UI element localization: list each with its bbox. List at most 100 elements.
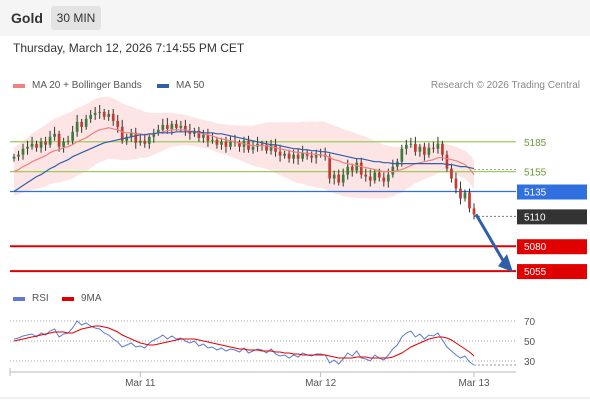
candle bbox=[450, 163, 453, 183]
candle-body bbox=[107, 113, 111, 117]
candle bbox=[373, 169, 377, 184]
candle-body bbox=[423, 146, 426, 155]
candle-body bbox=[57, 133, 61, 147]
level-tag-5135 bbox=[517, 184, 587, 200]
candle-body bbox=[66, 140, 70, 142]
candle-body bbox=[53, 133, 56, 137]
candle-body bbox=[17, 154, 20, 157]
candle-body bbox=[238, 142, 241, 147]
candle-body bbox=[269, 144, 273, 151]
forecast-arrow-head bbox=[498, 254, 513, 273]
candle bbox=[368, 169, 372, 187]
candle bbox=[405, 139, 408, 155]
legend-9ma: 9MA bbox=[62, 293, 102, 304]
candle bbox=[71, 125, 74, 145]
candle bbox=[138, 134, 142, 146]
level-label-5110: 5110 bbox=[524, 212, 546, 223]
candle bbox=[287, 149, 291, 163]
candle bbox=[432, 141, 435, 153]
candle bbox=[251, 140, 255, 154]
candle-body bbox=[251, 146, 255, 150]
candle-body bbox=[30, 143, 34, 147]
level-label-5080: 5080 bbox=[524, 242, 547, 253]
legend-ma20: MA 20 + Bollinger Bands bbox=[13, 80, 142, 91]
candle-body bbox=[359, 162, 363, 175]
candle-body bbox=[409, 143, 413, 145]
candle-body bbox=[116, 120, 120, 127]
candle-body bbox=[287, 153, 291, 159]
candle bbox=[197, 126, 201, 142]
ma50-line bbox=[13, 131, 475, 192]
time-axis: Mar 11 Mar 12 Mar 13 bbox=[0, 368, 590, 399]
candle-body bbox=[260, 143, 264, 145]
candle-body bbox=[278, 151, 282, 156]
candle-body bbox=[184, 125, 187, 131]
candle bbox=[427, 142, 431, 158]
candle-body bbox=[364, 174, 368, 177]
candle bbox=[364, 168, 368, 182]
candle-body bbox=[143, 140, 147, 144]
candle bbox=[89, 109, 93, 123]
candle bbox=[62, 137, 65, 153]
candle bbox=[57, 130, 61, 152]
legend-rsi-swatch bbox=[13, 296, 25, 301]
candle-body bbox=[165, 124, 169, 129]
candle-body bbox=[138, 140, 142, 143]
candle bbox=[423, 142, 426, 161]
candle-body bbox=[301, 152, 304, 159]
candle-body bbox=[89, 114, 93, 119]
candle bbox=[17, 150, 20, 161]
candle bbox=[206, 128, 210, 147]
candle-body bbox=[382, 177, 386, 182]
candle bbox=[436, 136, 440, 154]
candle bbox=[359, 157, 363, 179]
candle bbox=[382, 172, 386, 187]
candle bbox=[296, 148, 300, 165]
candle-body bbox=[75, 121, 79, 132]
title-bar: Gold 30 MIN bbox=[0, 0, 590, 36]
candle-body bbox=[283, 153, 286, 156]
time-tick-label-1: Mar 12 bbox=[305, 378, 337, 389]
forecast-arrow-shaft bbox=[474, 213, 506, 263]
candle bbox=[102, 108, 106, 120]
candle-body bbox=[450, 168, 453, 179]
candle-body bbox=[129, 132, 133, 137]
candle-body bbox=[414, 143, 417, 152]
candle bbox=[111, 108, 115, 126]
candle bbox=[468, 188, 471, 213]
candle bbox=[107, 109, 111, 121]
candle bbox=[75, 114, 79, 137]
candle-body bbox=[229, 141, 232, 147]
candle-body bbox=[459, 188, 462, 199]
candle-body bbox=[432, 147, 435, 149]
candle bbox=[278, 144, 282, 162]
candle bbox=[220, 137, 223, 150]
timeframe-button[interactable]: 30 MIN bbox=[51, 6, 101, 30]
candle bbox=[152, 128, 156, 143]
candle-body bbox=[310, 155, 313, 158]
candle-body bbox=[21, 148, 25, 155]
rsi-tick-30: 30 bbox=[524, 357, 536, 368]
forecast-arrow bbox=[474, 213, 513, 273]
timestamp: Thursday, March 12, 2026 7:14:55 PM CET bbox=[13, 41, 245, 55]
candle-body bbox=[468, 192, 471, 209]
candle-body bbox=[224, 141, 228, 147]
candle-body bbox=[445, 154, 449, 169]
candle-body bbox=[350, 166, 354, 171]
candle-body bbox=[206, 134, 210, 141]
candle-body bbox=[71, 131, 74, 141]
candle-body bbox=[454, 178, 458, 189]
rsi-tick-70: 70 bbox=[524, 317, 536, 328]
candle-body bbox=[156, 129, 160, 133]
candle-body bbox=[386, 174, 390, 182]
candle bbox=[418, 143, 422, 157]
candle-body bbox=[373, 172, 377, 181]
candle-body bbox=[62, 141, 65, 147]
candle bbox=[238, 139, 241, 152]
candle-body bbox=[134, 132, 138, 143]
candle-body bbox=[202, 134, 205, 138]
candles bbox=[12, 104, 476, 220]
price-levels: 5185 5155 5135 5110 5080 5055 bbox=[10, 138, 587, 280]
candle-body bbox=[436, 143, 440, 149]
